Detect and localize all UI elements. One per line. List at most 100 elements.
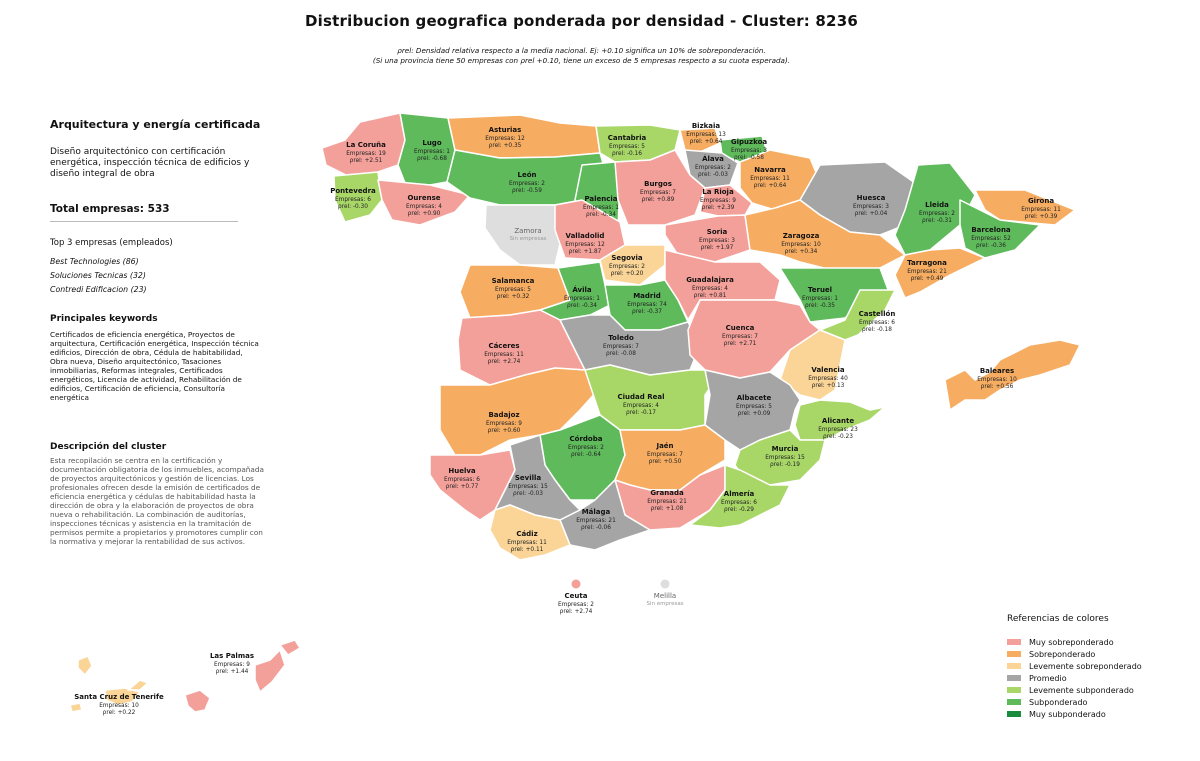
province-company-count: Empresas: 1 [564,296,600,302]
province-company-count: Empresas: 6 [335,197,371,203]
province-name: La Coruña [346,141,386,149]
province-name: León [517,171,536,179]
province-name: Soria [707,228,728,236]
province-name: Cádiz [516,530,537,538]
province-company-count: Empresas: 12 [565,242,605,248]
cluster-summary: Diseño arquitectónico con certificación … [50,147,250,179]
province-pontevedra [333,171,383,223]
legend-label: Levemente subponderado [1029,685,1134,695]
province-company-count: Empresas: 10 [977,377,1017,383]
province-rho: ρrel: +0.60 [488,428,521,434]
province-name: Teruel [808,286,832,294]
province-rho: ρrel: -0.19 [770,462,800,468]
province-company-count: Empresas: 11 [750,176,790,182]
province-name: Badajoz [488,411,519,419]
province-company-count: Empresas: 10 [99,703,139,709]
province-company-count: Empresas: 52 [971,236,1011,242]
province-name: Pontevedra [330,187,376,195]
province-name: Gipuzkoa [731,138,767,146]
province-company-count: Empresas: 2 [609,264,645,270]
province-no-data: Sin empresas [509,236,546,242]
province-name: Toledo [608,334,634,342]
province-rho: ρrel: +0.20 [611,271,644,277]
province-company-count: Empresas: 7 [647,452,683,458]
province-girona [974,189,1076,226]
province-company-count: Empresas: 6 [721,500,757,506]
legend-label: Levemente sobreponderado [1029,661,1142,671]
province-name: Granada [650,489,684,497]
province-company-count: Empresas: 2 [558,602,594,608]
top-company-2: Soluciones Tecnicas (32) [50,271,146,280]
province-company-count: Empresas: 5 [495,287,531,293]
legend-swatch [1007,687,1021,693]
province-company-count: Empresas: 2 [919,211,955,217]
province-rho: ρrel: +1.08 [651,506,684,512]
legend-title: Referencias de colores [1007,614,1109,624]
province-rho: ρrel: +0.32 [497,294,530,300]
province-company-count: Empresas: 13 [686,132,726,138]
province-company-count: Empresas: 3 [853,204,889,210]
province-name: Guadalajara [686,276,734,284]
province-rho: ρrel: +0.89 [642,197,675,203]
province-rho: ρrel: +0.50 [649,459,682,465]
province-rho: ρrel: -0.58 [734,155,764,161]
province-rho: ρrel: +1.97 [701,245,734,251]
province-name: Málaga [582,508,611,516]
legend-swatch [1007,711,1021,717]
province-rho: ρrel: +0.11 [511,547,544,553]
province-company-count: Empresas: 9 [486,421,522,427]
province-malaga [559,479,651,551]
province-name: Asturias [489,126,522,134]
province-murcia [734,429,826,486]
province-rho: ρrel: -0.64 [571,452,601,458]
province-company-count: Empresas: 5 [609,144,645,150]
province-burgos [614,149,706,226]
province-company-count: Empresas: 7 [640,190,676,196]
legend-item-muy-subponderado: Muy subponderado [1007,708,1177,720]
province-name: Zamora [514,227,541,235]
legend-swatch [1007,699,1021,705]
province-santa-cruz-de-tenerife [69,655,149,713]
province-ceuta-marker [571,579,581,589]
province-name: Tarragona [907,259,947,267]
province-name: Ceuta [565,592,588,600]
province-rho: ρrel: +0.90 [408,211,441,217]
top3-title: Top 3 empresas (empleados) [50,238,173,248]
province-regions [69,112,1081,713]
province-name: Albacete [737,394,772,402]
province-name: Ávila [572,285,592,294]
province-company-count: Empresas: 1 [802,296,838,302]
province-rho: ρrel: +0.49 [911,276,944,282]
province-company-count: Empresas: 40 [808,376,848,382]
legend-label: Muy sobreponderado [1029,637,1114,647]
province-company-count: Empresas: 4 [623,403,659,409]
province-rho: ρrel: -0.35 [805,303,835,309]
map-title: Distribucion geografica ponderada por de… [305,12,858,30]
province-rho: ρrel: +1.87 [569,249,602,255]
description-title: Descripción del cluster [50,442,167,452]
province-rho: ρrel: +0.64 [754,183,787,189]
province-name: Melilla [654,592,676,600]
province-name: Lleida [925,201,949,209]
